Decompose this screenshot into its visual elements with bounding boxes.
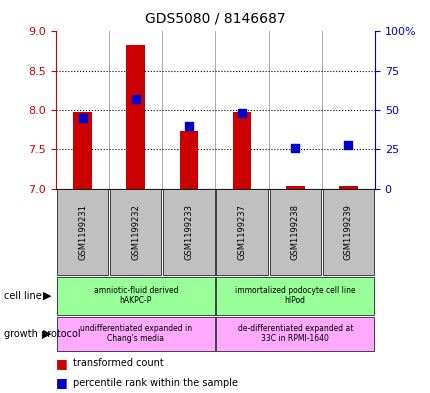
Text: GSM1199238: GSM1199238 <box>290 204 299 260</box>
Text: GSM1199237: GSM1199237 <box>237 204 246 260</box>
Bar <box>232 112 251 189</box>
Text: GSM1199233: GSM1199233 <box>184 204 193 260</box>
Text: GDS5080 / 8146687: GDS5080 / 8146687 <box>145 12 285 26</box>
Text: undifferentiated expanded in
Chang's media: undifferentiated expanded in Chang's med… <box>80 324 191 343</box>
Text: immortalized podocyte cell line
hIPod: immortalized podocyte cell line hIPod <box>234 286 355 305</box>
Text: GSM1199231: GSM1199231 <box>78 204 87 260</box>
Bar <box>179 131 198 189</box>
Text: cell line: cell line <box>4 290 42 301</box>
Point <box>132 96 139 102</box>
Text: de-differentiated expanded at
33C in RPMI-1640: de-differentiated expanded at 33C in RPM… <box>237 324 352 343</box>
Text: ■: ■ <box>56 376 68 389</box>
Text: ▶: ▶ <box>43 290 52 301</box>
Point <box>238 110 245 116</box>
Point <box>185 123 192 129</box>
Bar <box>285 186 304 189</box>
Text: percentile rank within the sample: percentile rank within the sample <box>73 378 238 388</box>
Text: GSM1199239: GSM1199239 <box>343 204 352 260</box>
Text: ■: ■ <box>56 356 68 370</box>
Text: GSM1199232: GSM1199232 <box>131 204 140 260</box>
Text: transformed count: transformed count <box>73 358 164 368</box>
Text: growth protocol: growth protocol <box>4 329 81 339</box>
Bar <box>73 112 92 189</box>
Text: amniotic-fluid derived
hAKPC-P: amniotic-fluid derived hAKPC-P <box>93 286 178 305</box>
Point <box>79 115 86 121</box>
Bar <box>126 45 145 189</box>
Bar <box>338 186 357 189</box>
Point <box>344 141 351 148</box>
Point <box>291 145 298 151</box>
Text: ▶: ▶ <box>43 329 52 339</box>
